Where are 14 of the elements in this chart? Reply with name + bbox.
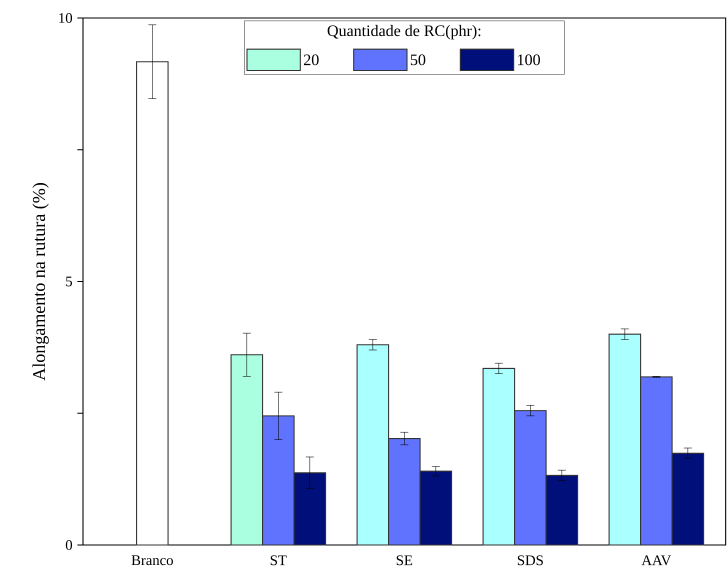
x-tick-label: Branco <box>132 555 173 566</box>
y-tick-label: 5 <box>66 276 72 286</box>
x-tick-label: SDS <box>518 555 543 566</box>
y-tick-label: 10 <box>59 13 72 23</box>
legend-title: Quantidade de RC(phr): <box>328 24 480 40</box>
y-tick-label: 0 <box>66 540 72 550</box>
x-tick-label: AAV <box>642 555 672 566</box>
legend-label: 20 <box>304 54 319 66</box>
bar <box>136 61 169 546</box>
legend-label: 50 <box>410 54 426 66</box>
legend-label: 100 <box>518 54 540 66</box>
x-tick-label: SE <box>396 555 412 566</box>
x-tick-label: ST <box>270 555 287 566</box>
y-axis-title: Alongamento na rutura (%) <box>32 183 49 381</box>
